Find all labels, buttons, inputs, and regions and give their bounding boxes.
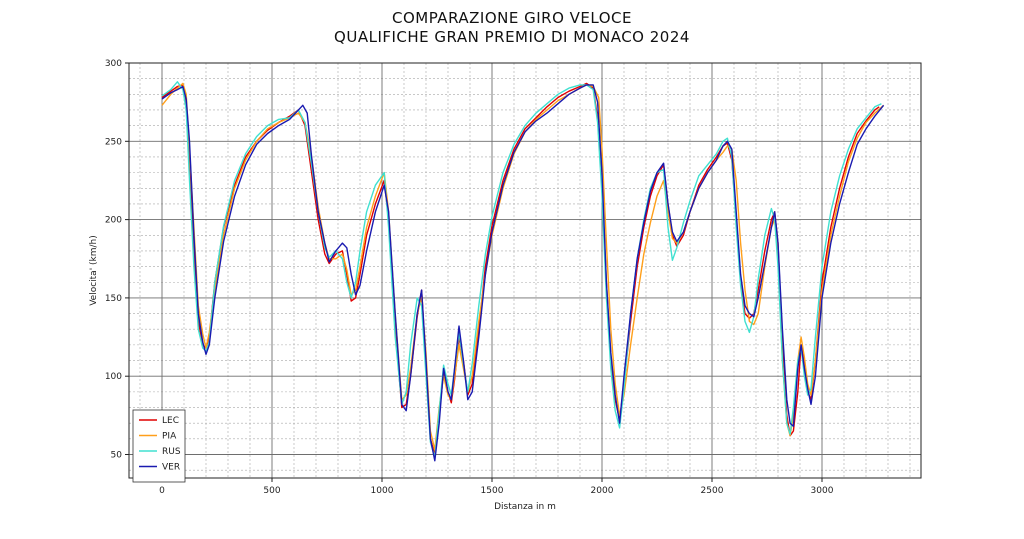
series-line-ver: [161, 84, 885, 462]
y-tick-label: 200: [105, 216, 122, 226]
legend-label-pia: PIA: [162, 432, 177, 442]
x-tick-label: 1500: [481, 486, 504, 496]
plot-frame: [128, 62, 922, 479]
legend-label-ver: VER: [162, 463, 180, 473]
y-tick-label: 250: [105, 137, 122, 147]
x-tick-label: 2000: [591, 486, 614, 496]
y-axis-label: Velocita' (km/h): [89, 235, 99, 306]
x-axis-label: Distanza in m: [494, 502, 556, 512]
x-tick-label: 2500: [701, 486, 724, 496]
x-tick-label: 1000: [371, 486, 394, 496]
chart-title-line-1: COMPARAZIONE GIRO VELOCE: [392, 9, 632, 27]
x-tick-label: 3000: [811, 486, 834, 496]
x-tick-label: 0: [159, 486, 165, 496]
y-tick-label: 50: [111, 451, 123, 461]
y-tick-label: 150: [105, 294, 122, 304]
y-tick-label: 300: [105, 59, 122, 69]
chart-title-line-2: QUALIFICHE GRAN PREMIO DI MONACO 2024: [334, 28, 690, 46]
series-line-rus: [161, 81, 882, 459]
legend-label-lec: LEC: [162, 416, 179, 426]
legend-box: [132, 409, 186, 483]
x-tick-label: 500: [263, 486, 280, 496]
y-tick-label: 100: [105, 372, 122, 382]
legend-label-rus: RUS: [162, 447, 181, 457]
